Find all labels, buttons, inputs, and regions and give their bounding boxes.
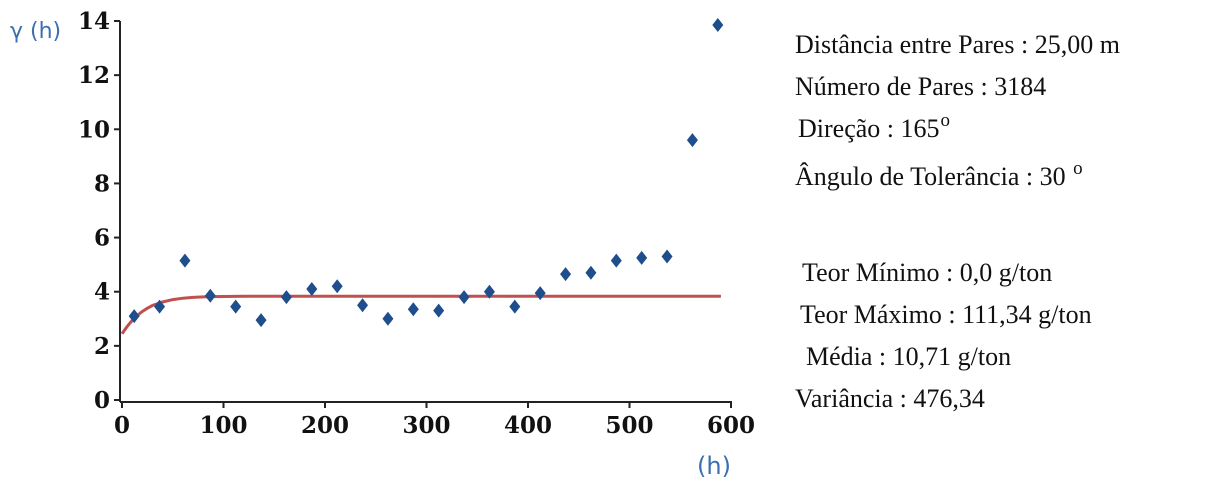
data-point	[128, 309, 140, 324]
data-point	[483, 284, 495, 299]
x-tick-label: 300	[402, 412, 450, 439]
data-point	[636, 250, 648, 265]
x-tick-label: 200	[301, 412, 349, 439]
data-point	[179, 253, 191, 268]
data-point	[661, 249, 673, 264]
max-grade-text: Teor Máximo : 111,34 g/ton	[800, 300, 1092, 329]
pairs-text: Número de Pares : 3184	[795, 72, 1047, 101]
data-point	[357, 298, 369, 313]
y-tick-label: 2	[94, 333, 110, 360]
tolerance-text: Ângulo de Tolerância : 30	[795, 162, 1066, 191]
info-mean: Média : 10,71 g/ton	[806, 342, 1011, 372]
data-point	[686, 133, 698, 148]
data-point	[458, 290, 470, 305]
x-tick-label: 0	[114, 412, 130, 439]
plot-area	[120, 18, 724, 335]
y-tick-label: 0	[94, 387, 110, 414]
x-tick-label: 400	[504, 412, 552, 439]
x-tick-label: 500	[605, 412, 653, 439]
data-point	[306, 282, 318, 297]
info-distance: Distância entre Pares : 25,00 m	[795, 30, 1120, 60]
y-tick-label: 10	[78, 116, 110, 143]
x-ticks: 0 100 200 300 400 500 600	[114, 402, 755, 439]
data-point	[712, 18, 724, 33]
variance-text: Variância : 476,34	[795, 384, 985, 413]
info-tolerance: Ângulo de Tolerância : 30 o	[795, 158, 1083, 192]
min-grade-text: Teor Mínimo : 0,0 g/ton	[802, 258, 1053, 287]
data-point	[585, 265, 597, 280]
info-max-grade: Teor Máximo : 111,34 g/ton	[800, 300, 1092, 330]
y-ticks: 0 2 4 6 8 10 12 14	[78, 8, 120, 414]
y-axis-label: γ (h)	[10, 19, 61, 44]
data-point	[534, 286, 546, 301]
data-point	[560, 267, 572, 282]
info-pairs: Número de Pares : 3184	[795, 72, 1046, 102]
direction-degree-mark: o	[940, 110, 951, 131]
y-tick-label: 8	[94, 170, 110, 197]
model-curve	[120, 294, 721, 335]
direction-text: Direção : 165	[798, 114, 940, 143]
data-point	[610, 253, 622, 268]
data-point	[280, 290, 292, 305]
data-point	[382, 311, 394, 326]
y-tick-label: 4	[94, 279, 110, 306]
info-direction: Direção : 165o	[798, 110, 950, 144]
info-variance: Variância : 476,34	[795, 384, 985, 414]
data-point	[509, 299, 521, 314]
data-point	[230, 299, 242, 314]
mean-text: Média : 10,71 g/ton	[806, 342, 1012, 371]
data-point	[154, 299, 166, 314]
y-tick-label: 14	[78, 8, 110, 35]
tolerance-degree-mark: o	[1073, 158, 1083, 179]
info-min-grade: Teor Mínimo : 0,0 g/ton	[802, 258, 1052, 288]
x-tick-label: 100	[199, 412, 247, 439]
distance-text: Distância entre Pares : 25,00 m	[795, 30, 1120, 59]
data-point	[255, 313, 267, 328]
data-point	[407, 302, 419, 317]
data-point	[433, 303, 445, 318]
data-point	[204, 288, 216, 303]
data-point	[331, 279, 343, 294]
x-axis-label: (h)	[697, 452, 731, 480]
x-tick-label: 600	[707, 412, 755, 439]
y-tick-label: 12	[78, 62, 110, 89]
y-tick-label: 6	[94, 225, 110, 252]
